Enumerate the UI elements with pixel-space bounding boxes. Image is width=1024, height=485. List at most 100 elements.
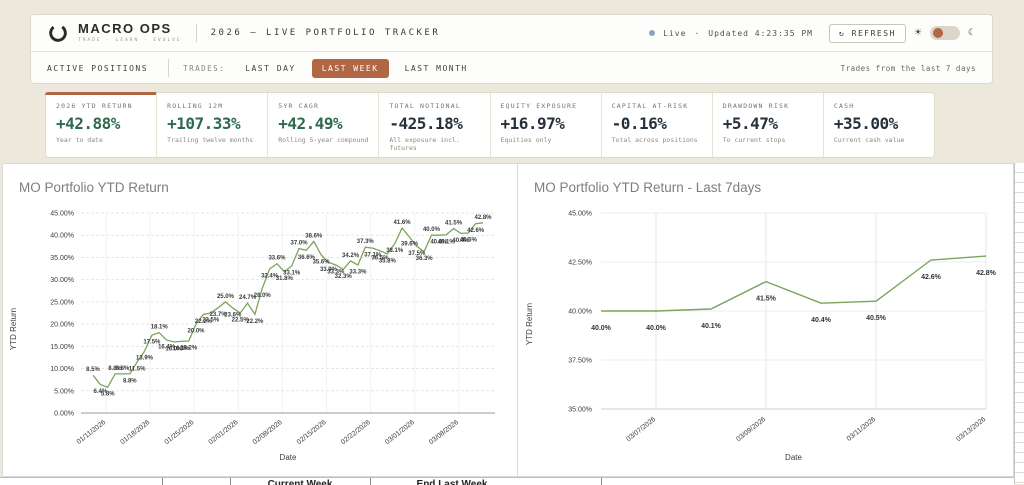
svg-text:Date: Date — [785, 453, 802, 462]
svg-text:41.5%: 41.5% — [756, 296, 777, 303]
refresh-button[interactable]: ↻ REFRESH — [828, 23, 906, 43]
stat-label: EQUITY EXPOSURE — [500, 102, 578, 110]
trades-range-note: Trades from the last 7 days — [840, 63, 976, 73]
svg-text:35.6%: 35.6% — [313, 259, 331, 265]
filter-last-month[interactable]: LAST MONTH — [404, 63, 468, 73]
page-title: 2026 — LIVE PORTFOLIO TRACKER — [210, 28, 441, 38]
svg-text:25.0%: 25.0% — [217, 294, 235, 300]
stat-sublabel: Total across positions — [611, 136, 698, 144]
svg-text:40.0%: 40.0% — [430, 240, 448, 246]
table-border — [370, 478, 371, 485]
filter-last-week[interactable]: LAST WEEK — [311, 58, 389, 78]
svg-text:16.0%: 16.0% — [165, 346, 183, 352]
svg-text:32.3%: 32.3% — [335, 274, 353, 280]
svg-text:02/15/2026: 02/15/2026 — [296, 419, 328, 446]
header-bar: MACRO OPS TRADE · LEARN · EVOLVE 2026 — … — [30, 14, 993, 84]
svg-text:40.4%: 40.4% — [452, 238, 470, 244]
svg-text:YTD Return: YTD Return — [9, 308, 18, 350]
theme-toggle[interactable] — [929, 26, 960, 40]
svg-text:40.00%: 40.00% — [50, 233, 74, 240]
svg-text:13.9%: 13.9% — [136, 356, 154, 362]
svg-text:16.4%: 16.4% — [158, 345, 176, 351]
ytd-return-chart: MO Portfolio YTD Return 0.00% 5.00% 10.00% 1… — [9, 180, 495, 462]
stat-label: CAPITAL AT-RISK — [611, 102, 689, 110]
svg-text:16.2%: 16.2% — [180, 346, 198, 352]
svg-text:42.8%: 42.8% — [976, 270, 997, 277]
svg-text:39.6%: 39.6% — [401, 242, 419, 248]
spreadsheet-edge-grid — [1014, 163, 1024, 484]
svg-text:02/08/2026: 02/08/2026 — [252, 419, 284, 446]
svg-text:40.0%: 40.0% — [646, 325, 667, 332]
svg-text:32.4%: 32.4% — [261, 274, 279, 280]
svg-text:03/11/2026: 03/11/2026 — [846, 416, 878, 443]
svg-text:6.4%: 6.4% — [94, 389, 108, 395]
header-right-controls: Live · Updated 4:23:35 PM ↻ REFRESH ☀ ☾ — [649, 23, 976, 43]
svg-text:24.7%: 24.7% — [239, 295, 257, 301]
svg-text:30.00%: 30.00% — [50, 277, 74, 284]
brand-tagline: TRADE · LEARN · EVOLVE — [78, 37, 182, 43]
status-separator: · — [694, 28, 701, 38]
svg-text:36.5%: 36.5% — [371, 255, 389, 261]
filter-last-day[interactable]: LAST DAY — [245, 63, 296, 73]
stat-label: 2026 YTD RETURN — [56, 102, 133, 110]
last7-chart-panel: MO Portfolio YTD Return - Last 7days 45.0… — [518, 164, 1013, 476]
stat-value: -425.18% — [389, 114, 463, 133]
svg-text:25.00%: 25.00% — [50, 299, 74, 306]
table-border — [230, 478, 231, 485]
svg-text:34.2%: 34.2% — [342, 253, 360, 259]
stat-value: +42.49% — [278, 114, 343, 133]
svg-text:38.6%: 38.6% — [305, 233, 323, 239]
svg-text:42.8%: 42.8% — [474, 215, 492, 221]
refresh-label: REFRESH — [851, 28, 896, 38]
svg-text:01/18/2026: 01/18/2026 — [119, 419, 151, 446]
svg-text:03/09/2026: 03/09/2026 — [735, 416, 767, 443]
svg-text:35.8%: 35.8% — [379, 258, 397, 264]
svg-text:5.00%: 5.00% — [54, 388, 74, 395]
svg-text:10.00%: 10.00% — [50, 366, 74, 373]
svg-text:8.8%: 8.8% — [108, 366, 122, 372]
stat-value: +16.97% — [500, 114, 565, 133]
svg-text:03/07/2026: 03/07/2026 — [625, 416, 657, 443]
svg-text:8.5%: 8.5% — [86, 367, 100, 373]
stat-label: 5YR CAGR — [278, 102, 320, 110]
nav-divider — [168, 59, 170, 77]
svg-text:35.00%: 35.00% — [50, 255, 74, 262]
svg-text:17.5%: 17.5% — [143, 340, 161, 346]
stat-accent-bar — [45, 92, 157, 95]
svg-text:02/22/2026: 02/22/2026 — [340, 419, 372, 446]
svg-text:22.5%: 22.5% — [232, 318, 250, 324]
svg-text:33.1%: 33.1% — [283, 270, 301, 276]
svg-text:YTD Return: YTD Return — [525, 303, 534, 345]
svg-text:33.9%: 33.9% — [320, 267, 338, 273]
svg-text:38.1%: 38.1% — [386, 248, 404, 254]
svg-text:03/01/2026: 03/01/2026 — [384, 419, 416, 446]
svg-text:11.5%: 11.5% — [129, 366, 146, 372]
svg-text:40.1%: 40.1% — [701, 323, 722, 330]
table-header-current-week: Current Week — [267, 479, 333, 485]
stat-value: +107.33% — [167, 114, 241, 133]
trades-label: TRADES: — [183, 63, 226, 73]
last7days-chart: MO Portfolio YTD Return - Last 7days 45.0… — [525, 180, 997, 462]
stat-sublabel: To current stops — [722, 136, 786, 144]
stat-sublabel: All exposure incl. futures — [389, 136, 460, 153]
header-top-row: MACRO OPS TRADE · LEARN · EVOLVE 2026 — … — [31, 15, 992, 52]
svg-text:0.00%: 0.00% — [54, 411, 74, 418]
header-divider — [195, 24, 197, 42]
tab-active-positions[interactable]: ACTIVE POSITIONS — [47, 63, 149, 73]
svg-text:40.00%: 40.00% — [568, 309, 592, 316]
theme-toggle-knob — [932, 28, 943, 38]
stat-sublabel: Trailing twelve months — [167, 136, 254, 144]
svg-text:MO Portfolio YTD Return - Last: MO Portfolio YTD Return - Last 7days — [534, 180, 761, 195]
svg-text:8.8%: 8.8% — [116, 366, 130, 372]
stat-label: CASH — [833, 102, 855, 110]
svg-text:40.5%: 40.5% — [460, 238, 478, 244]
svg-text:37.1%: 37.1% — [364, 253, 382, 259]
stat-value: +5.47% — [722, 114, 778, 133]
svg-text:01/25/2026: 01/25/2026 — [164, 419, 196, 446]
stat-sublabel: Current cash value — [833, 136, 905, 144]
brand-name: MACRO OPS — [78, 21, 172, 37]
charts-section: MO Portfolio YTD Return 0.00% 5.00% 10.00% 1… — [2, 163, 1014, 477]
svg-text:37.3%: 37.3% — [357, 239, 375, 245]
svg-text:40.0%: 40.0% — [591, 325, 612, 332]
stat-card: TOTAL NOTIONAL -425.18% All exposure inc… — [379, 93, 491, 157]
